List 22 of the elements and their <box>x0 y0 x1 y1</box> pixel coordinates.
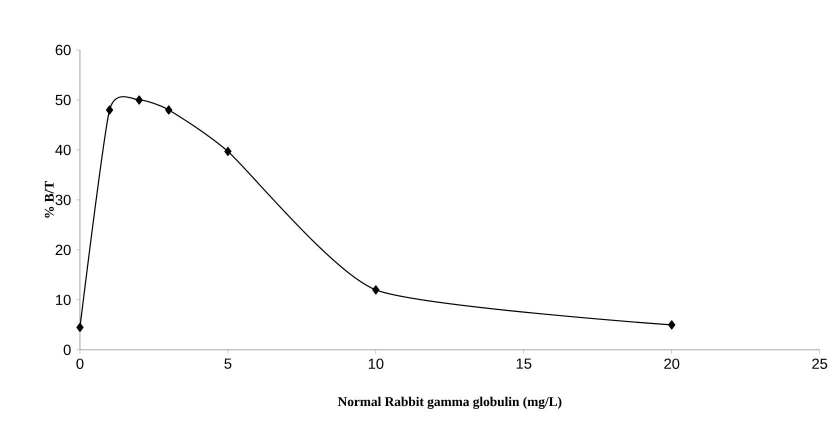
point <box>224 146 232 156</box>
x-tick-label: 5 <box>224 358 232 369</box>
y-tick-label: 30 <box>56 194 71 206</box>
y-tick-label: 20 <box>56 244 71 256</box>
point <box>136 95 143 105</box>
y-axis-title: % B/T <box>44 181 54 218</box>
x-tick-label: 15 <box>516 358 532 369</box>
point <box>165 105 172 115</box>
x-tick-label: 25 <box>812 358 828 370</box>
x-tick-label: 10 <box>368 358 384 370</box>
y-tick-label: 40 <box>55 144 71 156</box>
y-tick-label: 60 <box>56 44 71 56</box>
point <box>106 105 114 115</box>
y-tick-label: 0 <box>64 344 71 356</box>
point <box>76 322 84 332</box>
y-tick-label: 50 <box>56 94 71 106</box>
x-tick-label: 0 <box>76 358 84 370</box>
point <box>668 320 676 330</box>
x-axis-title: Normal Rabbit gamma globulin (mg/L) <box>338 396 562 410</box>
x-tick-label: 20 <box>664 358 680 370</box>
y-tick-label: 10 <box>56 294 71 306</box>
point <box>372 285 380 295</box>
